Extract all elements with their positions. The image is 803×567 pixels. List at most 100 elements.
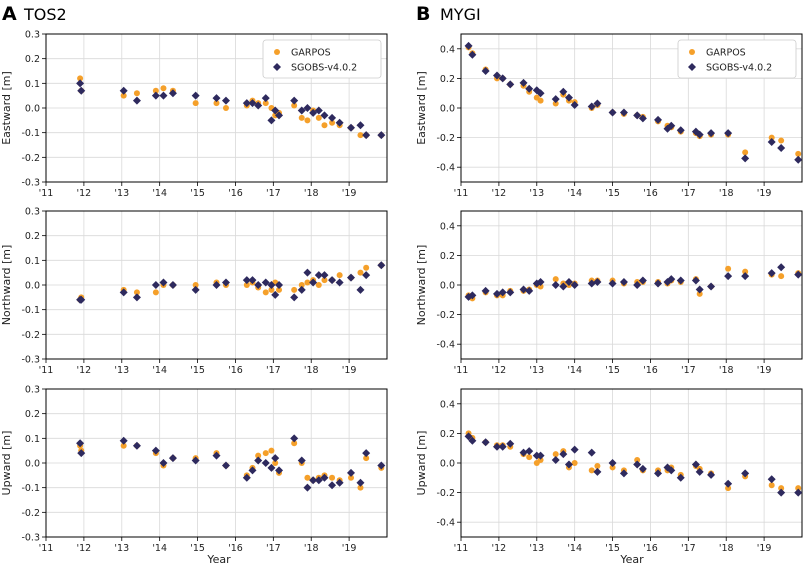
x-tick-label: '12 bbox=[492, 365, 507, 376]
garpos-point bbox=[192, 100, 199, 107]
garpos-point bbox=[321, 277, 328, 284]
x-tick-label: '17 bbox=[266, 543, 281, 554]
y-tick-label: 0.1 bbox=[25, 256, 40, 267]
sgobs-point bbox=[212, 281, 221, 289]
garpos-point bbox=[526, 454, 533, 461]
garpos-point bbox=[321, 122, 328, 129]
y-tick-label: 0.0 bbox=[440, 104, 455, 115]
sgobs-point bbox=[633, 111, 642, 120]
sgobs-point bbox=[297, 285, 306, 294]
sgobs-point bbox=[633, 460, 642, 469]
y-tick-label: 0.0 bbox=[25, 104, 40, 115]
sgobs-point bbox=[638, 464, 647, 473]
sgobs-point bbox=[314, 476, 323, 485]
sgobs-point bbox=[506, 288, 515, 297]
y-tick-label: -0.2 bbox=[21, 330, 40, 341]
sgobs-point bbox=[151, 91, 160, 100]
sgobs-point bbox=[481, 67, 490, 75]
garpos-point bbox=[262, 450, 269, 457]
sgobs-point bbox=[492, 71, 501, 80]
sgobs-point bbox=[525, 447, 534, 456]
sgobs-point bbox=[619, 108, 628, 117]
sgobs-point bbox=[619, 278, 628, 287]
sgobs-point bbox=[536, 451, 545, 460]
y-tick-label: -0.2 bbox=[21, 153, 40, 164]
y-tick-label: -0.3 bbox=[21, 355, 40, 366]
x-tick-label: '19 bbox=[342, 365, 357, 376]
sgobs-point bbox=[254, 281, 263, 289]
y-tick-label: -0.4 bbox=[436, 163, 455, 174]
y-tick-label: 0.2 bbox=[25, 409, 40, 420]
sgobs-point bbox=[242, 99, 251, 108]
panel-b-station: MYGI bbox=[440, 5, 481, 24]
garpos-point bbox=[742, 149, 749, 156]
sgobs-point bbox=[267, 463, 276, 472]
garpos-point bbox=[291, 286, 298, 293]
sgobs-point bbox=[168, 89, 177, 98]
sgobs-point bbox=[309, 476, 318, 485]
sgobs-point bbox=[77, 449, 86, 458]
x-tick-label: '12 bbox=[77, 365, 92, 376]
sgobs-point bbox=[559, 282, 568, 291]
subplot-TOS2-up: '11 '12 '13 '14 '15 '16 '17 '18 '19 0.3 0.2 0.1 0.0 -… bbox=[0, 385, 388, 554]
sgobs-point bbox=[506, 439, 515, 448]
sgobs-point bbox=[328, 113, 337, 122]
sgobs-point bbox=[608, 279, 617, 288]
x-tick-label: '16 bbox=[228, 365, 243, 376]
garpos-point bbox=[357, 269, 364, 276]
sgobs-point bbox=[570, 281, 579, 289]
plot-frame bbox=[45, 33, 388, 183]
x-tick-label: '17 bbox=[266, 365, 281, 376]
y-tick-label: 0.4 bbox=[440, 44, 455, 55]
x-tick-label: '11 bbox=[454, 188, 469, 199]
y-tick-label: 0.2 bbox=[25, 54, 40, 65]
sgobs-point bbox=[261, 459, 270, 467]
x-tick-label: '16 bbox=[643, 365, 658, 376]
sgobs-point bbox=[676, 473, 685, 482]
garpos-point bbox=[363, 264, 370, 271]
sgobs-point bbox=[492, 289, 501, 298]
x-tick-label: '12 bbox=[77, 188, 92, 199]
garpos-point bbox=[315, 282, 322, 288]
x-tick-label: '13 bbox=[529, 543, 544, 554]
sgobs-point bbox=[303, 104, 312, 112]
plot-frame bbox=[460, 33, 803, 183]
y-tick-label: -0.1 bbox=[21, 128, 40, 139]
sgobs-point bbox=[335, 478, 344, 487]
legend-sgobs-label: SGOBS-v4.0.2 bbox=[291, 63, 357, 74]
subplot-MYGI-up: '11 '12 '13 '14 '15 '16 '17 '18 '19 0.4 0.2 0.0 -0.2… bbox=[415, 388, 803, 554]
sgobs-point bbox=[676, 276, 685, 285]
sgobs-point bbox=[347, 468, 356, 477]
sgobs-point bbox=[271, 454, 280, 463]
x-tick-label: '11 bbox=[39, 365, 54, 376]
x-tick-label: '15 bbox=[605, 188, 620, 199]
sgobs-point bbox=[168, 281, 177, 289]
sgobs-point bbox=[320, 111, 329, 120]
y-tick-label: -0.4 bbox=[436, 518, 455, 529]
x-tick-label: '14 bbox=[567, 188, 582, 199]
sgobs-point bbox=[328, 276, 337, 285]
sgobs-point bbox=[536, 278, 545, 287]
sgobs-point bbox=[119, 436, 128, 445]
sgobs-point bbox=[320, 271, 329, 280]
sgobs-point bbox=[707, 470, 716, 479]
sgobs-point bbox=[320, 473, 329, 482]
y-axis-label: Eastward [m] bbox=[0, 71, 13, 145]
sgobs-point bbox=[119, 86, 128, 95]
sgobs-point bbox=[707, 282, 716, 291]
sgobs-point bbox=[248, 276, 257, 285]
x-tick-label: '14 bbox=[152, 543, 167, 554]
sgobs-point bbox=[608, 108, 617, 117]
sgobs-point bbox=[356, 285, 365, 294]
sgobs-point bbox=[77, 295, 86, 304]
garpos-point bbox=[262, 100, 269, 107]
garpos-point bbox=[152, 87, 159, 94]
sgobs-point bbox=[248, 99, 257, 108]
sgobs-point bbox=[593, 467, 602, 476]
garpos-point bbox=[268, 286, 275, 293]
sgobs-point bbox=[525, 84, 534, 93]
garpos-point bbox=[272, 460, 279, 466]
x-tick-label: '16 bbox=[643, 188, 658, 199]
garpos-point bbox=[778, 485, 785, 492]
y-tick-label: 0.2 bbox=[440, 429, 455, 440]
